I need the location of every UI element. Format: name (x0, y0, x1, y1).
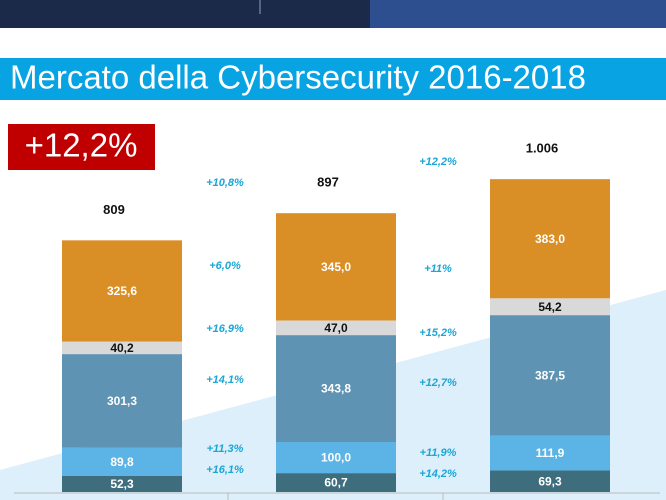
value-label: 60,7 (324, 476, 348, 490)
value-label: 47,0 (324, 321, 348, 335)
value-label: 54,2 (538, 300, 562, 314)
bar-segment (276, 473, 396, 492)
bar-segment (276, 442, 396, 474)
growth-annotation: +14,2% (419, 468, 457, 480)
value-label: 100,0 (321, 451, 351, 465)
bar-segment (490, 470, 610, 492)
value-label: 301,3 (107, 394, 137, 408)
growth-annotation: +10,8% (206, 177, 244, 189)
bar-segment (276, 320, 396, 336)
growth-annotation: +16,1% (206, 464, 244, 476)
growth-annotation: +12,2% (419, 156, 457, 168)
bar-segment (490, 435, 610, 471)
growth-annotation: +12,7% (419, 377, 457, 389)
value-label: 345,0 (321, 260, 351, 274)
bar-segment (62, 341, 182, 355)
bar-segment (490, 315, 610, 436)
badge (8, 124, 155, 170)
chart-title: Mercato della Cybersecurity 2016-2018 (10, 59, 586, 96)
value-label: 111,9 (536, 446, 565, 460)
value-label: 40,2 (110, 341, 134, 355)
value-label: 52,3 (110, 477, 134, 491)
value-label: 387,5 (535, 369, 565, 383)
bar-segment (276, 335, 396, 443)
growth-annotation: +14,1% (206, 374, 244, 386)
value-label: 69,3 (538, 474, 562, 488)
growth-annotation: +11,3% (207, 443, 244, 455)
bar-segment (276, 213, 396, 321)
bar-segment (62, 354, 182, 448)
growth-annotation: +11,9% (420, 447, 457, 459)
growth-annotation: +15,2% (419, 327, 457, 339)
value-label: 383,0 (535, 232, 565, 246)
growth-annotation: +11% (424, 263, 452, 275)
badge-text: +12,2% (25, 127, 138, 164)
total-label: 897 (317, 174, 339, 189)
bar-segment (62, 447, 182, 476)
total-label: 809 (103, 202, 125, 217)
top-strip-accent (370, 0, 666, 28)
bar-segment (490, 298, 610, 316)
value-label: 89,8 (110, 455, 134, 469)
title-band (0, 58, 666, 100)
total-label: 1.006 (526, 141, 559, 156)
bar-segment (62, 475, 182, 492)
growth-annotation: +16,9% (206, 323, 244, 335)
bar-segment (62, 240, 182, 342)
growth-annotation: +6,0% (209, 260, 241, 272)
value-label: 343,8 (321, 382, 351, 396)
bar-segment (490, 179, 610, 299)
value-label: 325,6 (107, 284, 137, 298)
